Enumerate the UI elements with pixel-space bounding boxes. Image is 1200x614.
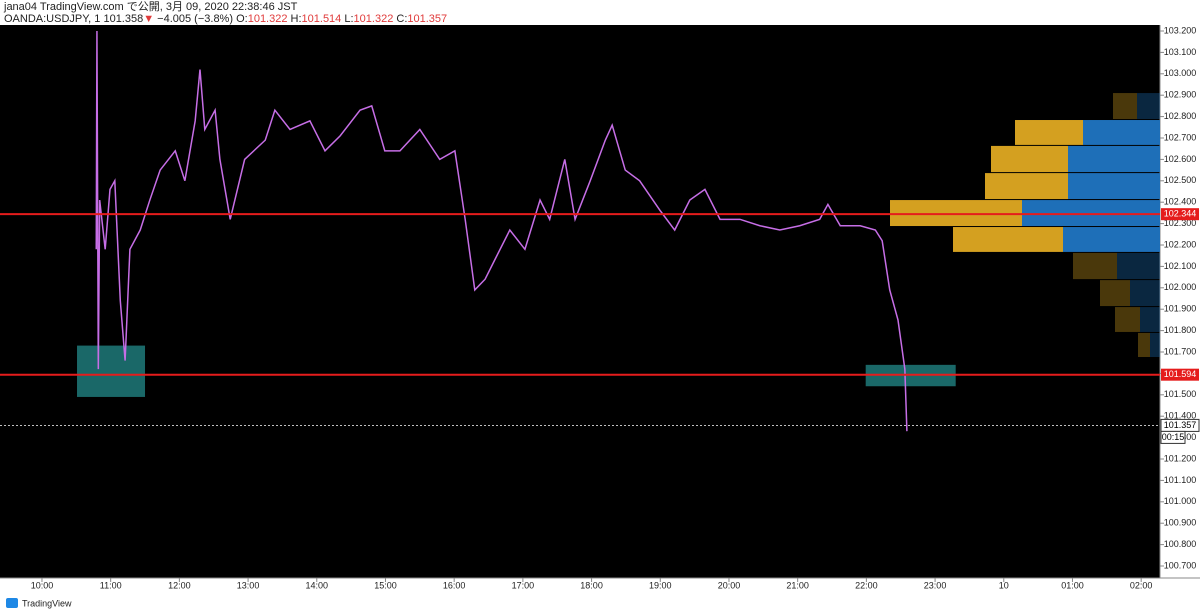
x-tick-label: 02:00 — [1130, 580, 1153, 590]
y-tick-label: 100.900 — [1164, 518, 1197, 528]
level-tag — [1161, 368, 1199, 381]
change: −4.005 (−3.8%) — [157, 13, 234, 25]
x-tick-label: 19:00 — [649, 580, 672, 590]
y-tick-label: 102.700 — [1164, 132, 1197, 142]
y-tick-label: 101.800 — [1164, 325, 1197, 335]
x-tick-label: 12:00 — [168, 580, 191, 590]
volume-down — [991, 145, 1068, 173]
ohlc-label: C: — [396, 13, 408, 25]
volume-down — [1015, 120, 1083, 145]
y-tick-label: 102.800 — [1164, 111, 1197, 121]
brand: TradingView — [22, 598, 72, 608]
volume-up — [1140, 307, 1160, 332]
volume-up — [1117, 252, 1160, 280]
volume-up — [1068, 173, 1160, 200]
volume-down — [1115, 307, 1140, 332]
volume-up — [1063, 227, 1160, 252]
y-tick-label: 100.700 — [1164, 560, 1197, 570]
x-tick-label: 01:00 — [1061, 580, 1084, 590]
countdown: 00:15 — [1162, 432, 1185, 442]
x-tick-label: 17:00 — [512, 580, 535, 590]
header-title: jana04 TradingView.com で公開, 3月 09, 2020 … — [4, 1, 298, 13]
volume-up — [1083, 120, 1160, 145]
level-label: 102.344 — [1164, 209, 1197, 219]
volume-down — [890, 200, 1022, 227]
ohlc: O:101.322 H:101.514 L:101.322 C:101.357 — [236, 13, 447, 25]
x-tick-label: 10:00 — [31, 580, 54, 590]
x-tick-label: 20:00 — [718, 580, 741, 590]
y-tick-label: 102.000 — [1164, 282, 1197, 292]
y-tick-label: 102.900 — [1164, 90, 1197, 100]
ohlc-label: O: — [236, 13, 248, 25]
y-tick-label: 103.000 — [1164, 68, 1197, 78]
volume-down — [1100, 280, 1130, 307]
y-tick-label: 100.800 — [1164, 539, 1197, 549]
y-tick-label: 102.200 — [1164, 239, 1197, 249]
x-tick-label: 13:00 — [237, 580, 260, 590]
ohlc-value: 101.322 — [353, 13, 394, 25]
ohlc-value: 101.357 — [407, 13, 448, 25]
last-price: 101.358 — [103, 13, 144, 25]
y-tick-label: 101.400 — [1164, 411, 1197, 421]
volume-up — [1150, 332, 1160, 357]
volume-up — [1137, 93, 1160, 120]
volume-up — [1022, 200, 1160, 227]
y-tick-label: 102.600 — [1164, 154, 1197, 164]
y-tick-label: 101.200 — [1164, 453, 1197, 463]
volume-down — [1138, 332, 1150, 357]
volume-up — [1130, 280, 1160, 307]
x-tick-label: 14:00 — [306, 580, 329, 590]
volume-down — [985, 173, 1068, 200]
y-tick-label: 103.200 — [1164, 25, 1197, 35]
volume-down — [1113, 93, 1137, 120]
y-tick-label: 101.900 — [1164, 304, 1197, 314]
symbol: OANDA:USDJPY, 1 — [4, 13, 101, 25]
level-label: 101.357 — [1164, 420, 1197, 430]
y-tick-label: 101.500 — [1164, 389, 1197, 399]
ohlc-value: 101.322 — [247, 13, 288, 25]
y-tick-label: 101.100 — [1164, 475, 1197, 485]
down-arrow: ▼ — [143, 13, 155, 25]
header-quote: OANDA:USDJPY, 1 101.358▼ −4.005 (−3.8%) … — [4, 13, 447, 25]
x-tick-label: 22:00 — [855, 580, 878, 590]
volume-down — [1073, 252, 1117, 280]
y-tick-label: 102.500 — [1164, 175, 1197, 185]
brand-logo — [6, 598, 18, 608]
level-tag — [1161, 208, 1199, 221]
x-tick-label: 18:00 — [580, 580, 603, 590]
ohlc-label: L: — [344, 13, 354, 25]
ohlc-label: H: — [290, 13, 302, 25]
x-tick-label: 10 — [999, 580, 1009, 590]
volume-up — [1068, 145, 1160, 173]
y-tick-label: 102.100 — [1164, 261, 1197, 271]
countdown-tag — [1160, 430, 1186, 444]
ohlc-value: 101.514 — [301, 13, 342, 25]
plot-background — [0, 25, 1160, 578]
y-tick-label: 102.300 — [1164, 218, 1197, 228]
x-tick-label: 21:00 — [786, 580, 809, 590]
x-tick-label: 11:00 — [100, 580, 122, 590]
volume-down — [953, 227, 1063, 252]
level-label: 101.594 — [1164, 369, 1197, 379]
y-tick-label: 103.100 — [1164, 47, 1197, 57]
price-line — [95, 30, 908, 432]
y-tick-label: 101.700 — [1164, 346, 1197, 356]
x-tick-label: 15:00 — [374, 580, 397, 590]
zone-box — [77, 345, 146, 397]
x-tick-label: 23:00 — [924, 580, 947, 590]
y-tick-label: 102.400 — [1164, 197, 1197, 207]
x-tick-label: 16:00 — [443, 580, 466, 590]
header: jana04 TradingView.com で公開, 3月 09, 2020 … — [4, 1, 447, 25]
y-tick-label: 101.000 — [1164, 496, 1197, 506]
